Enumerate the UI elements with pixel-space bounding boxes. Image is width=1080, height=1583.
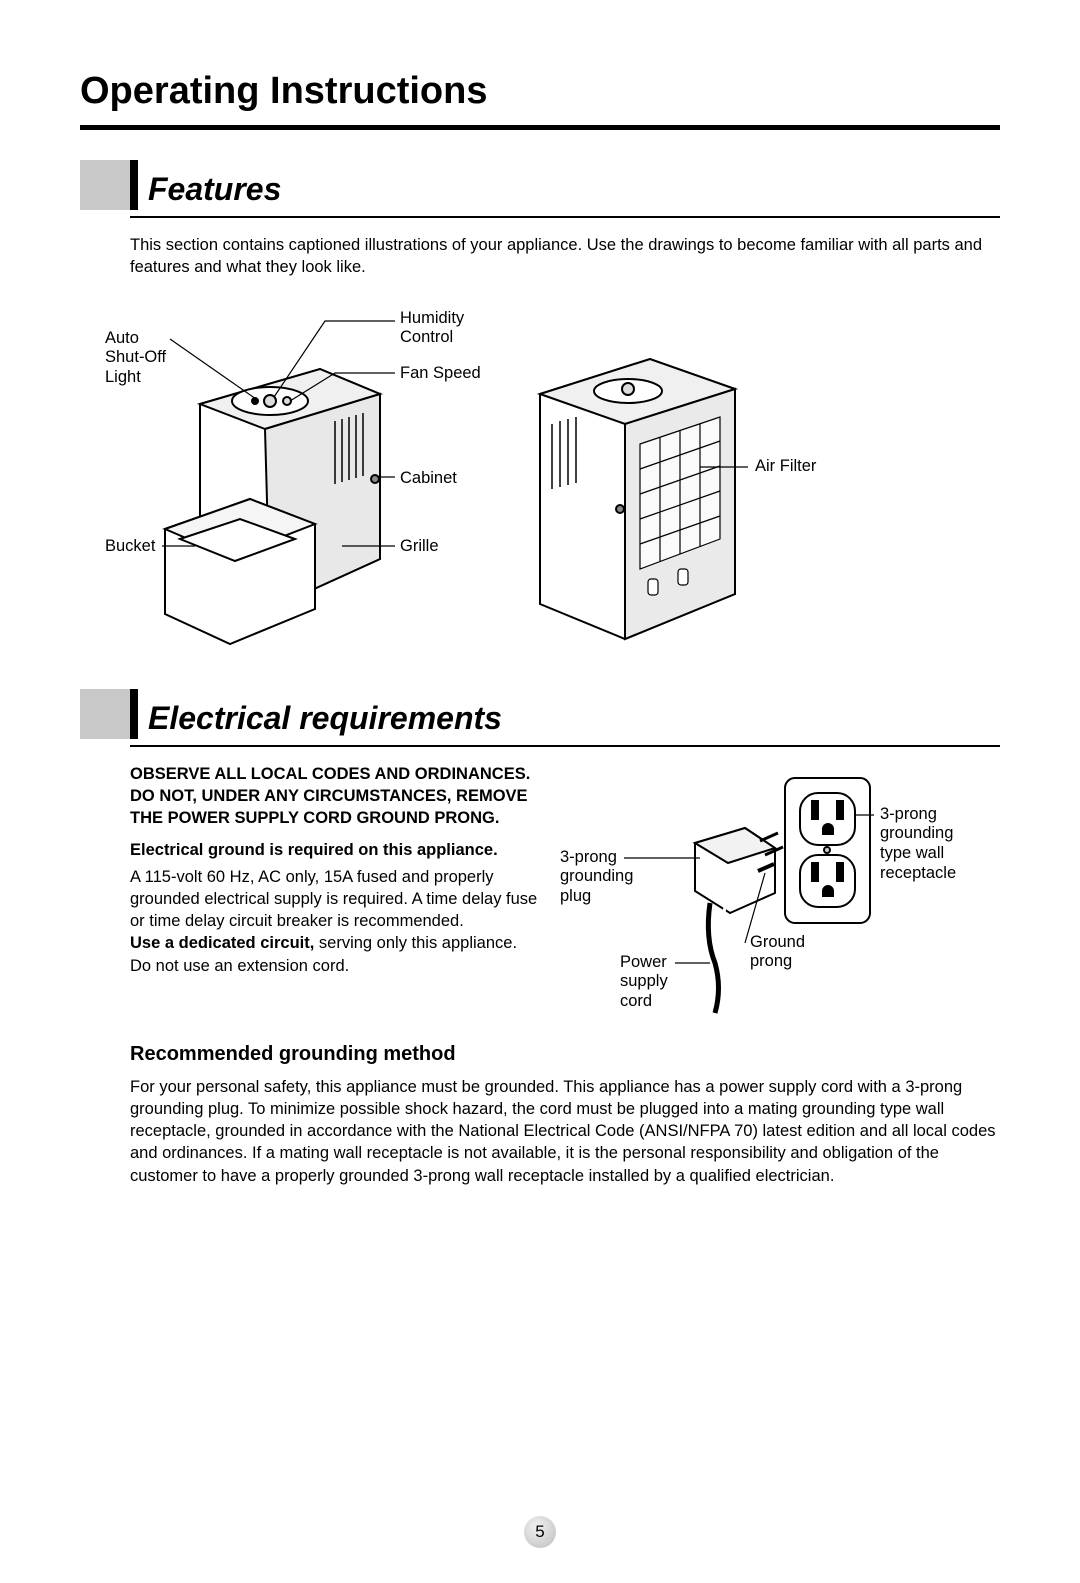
electrical-text: OBSERVE ALL LOCAL CODES AND ORDINANCES. … (130, 763, 540, 1013)
grounding-heading: Recommended grounding method (130, 1043, 1000, 1066)
section-marker-bar (130, 160, 138, 210)
page-title: Operating Instructions (80, 70, 1000, 113)
electrical-content-row: OBSERVE ALL LOCAL CODES AND ORDINANCES. … (130, 763, 1000, 1013)
electrical-warning: OBSERVE ALL LOCAL CODES AND ORDINANCES. … (130, 763, 540, 830)
electrical-dedicated-bold: Use a dedicated circuit, (130, 934, 314, 952)
section-marker-bar (130, 689, 138, 739)
electrical-dedicated: Use a dedicated circuit, serving only th… (130, 932, 540, 977)
electrical-figure: 3-prong grounding plug 3-prong grounding… (560, 763, 1000, 1013)
grounding-body: For your personal safety, this appliance… (130, 1076, 1000, 1187)
title-rule (80, 125, 1000, 130)
page-number-text: 5 (535, 1522, 544, 1542)
features-heading: Features (148, 171, 281, 210)
features-figure: Auto Shut-Off Light Bucket Humidity Cont… (80, 309, 1000, 669)
features-rule (130, 216, 1000, 218)
page-number: 5 (524, 1516, 556, 1548)
electrical-heading: Electrical requirements (148, 700, 502, 739)
electrical-ground-required: Electrical ground is required on this ap… (130, 839, 540, 861)
electrical-rule (130, 745, 1000, 747)
features-svg (80, 309, 1000, 669)
electrical-heading-row: Electrical requirements (80, 689, 1000, 739)
features-intro: This section contains captioned illustra… (130, 234, 1000, 279)
electrical-supply-text: A 115-volt 60 Hz, AC only, 15A fused and… (130, 866, 540, 933)
electrical-svg (560, 763, 1000, 1013)
section-marker-box (80, 160, 130, 210)
section-marker-box (80, 689, 130, 739)
features-heading-row: Features (80, 160, 1000, 210)
